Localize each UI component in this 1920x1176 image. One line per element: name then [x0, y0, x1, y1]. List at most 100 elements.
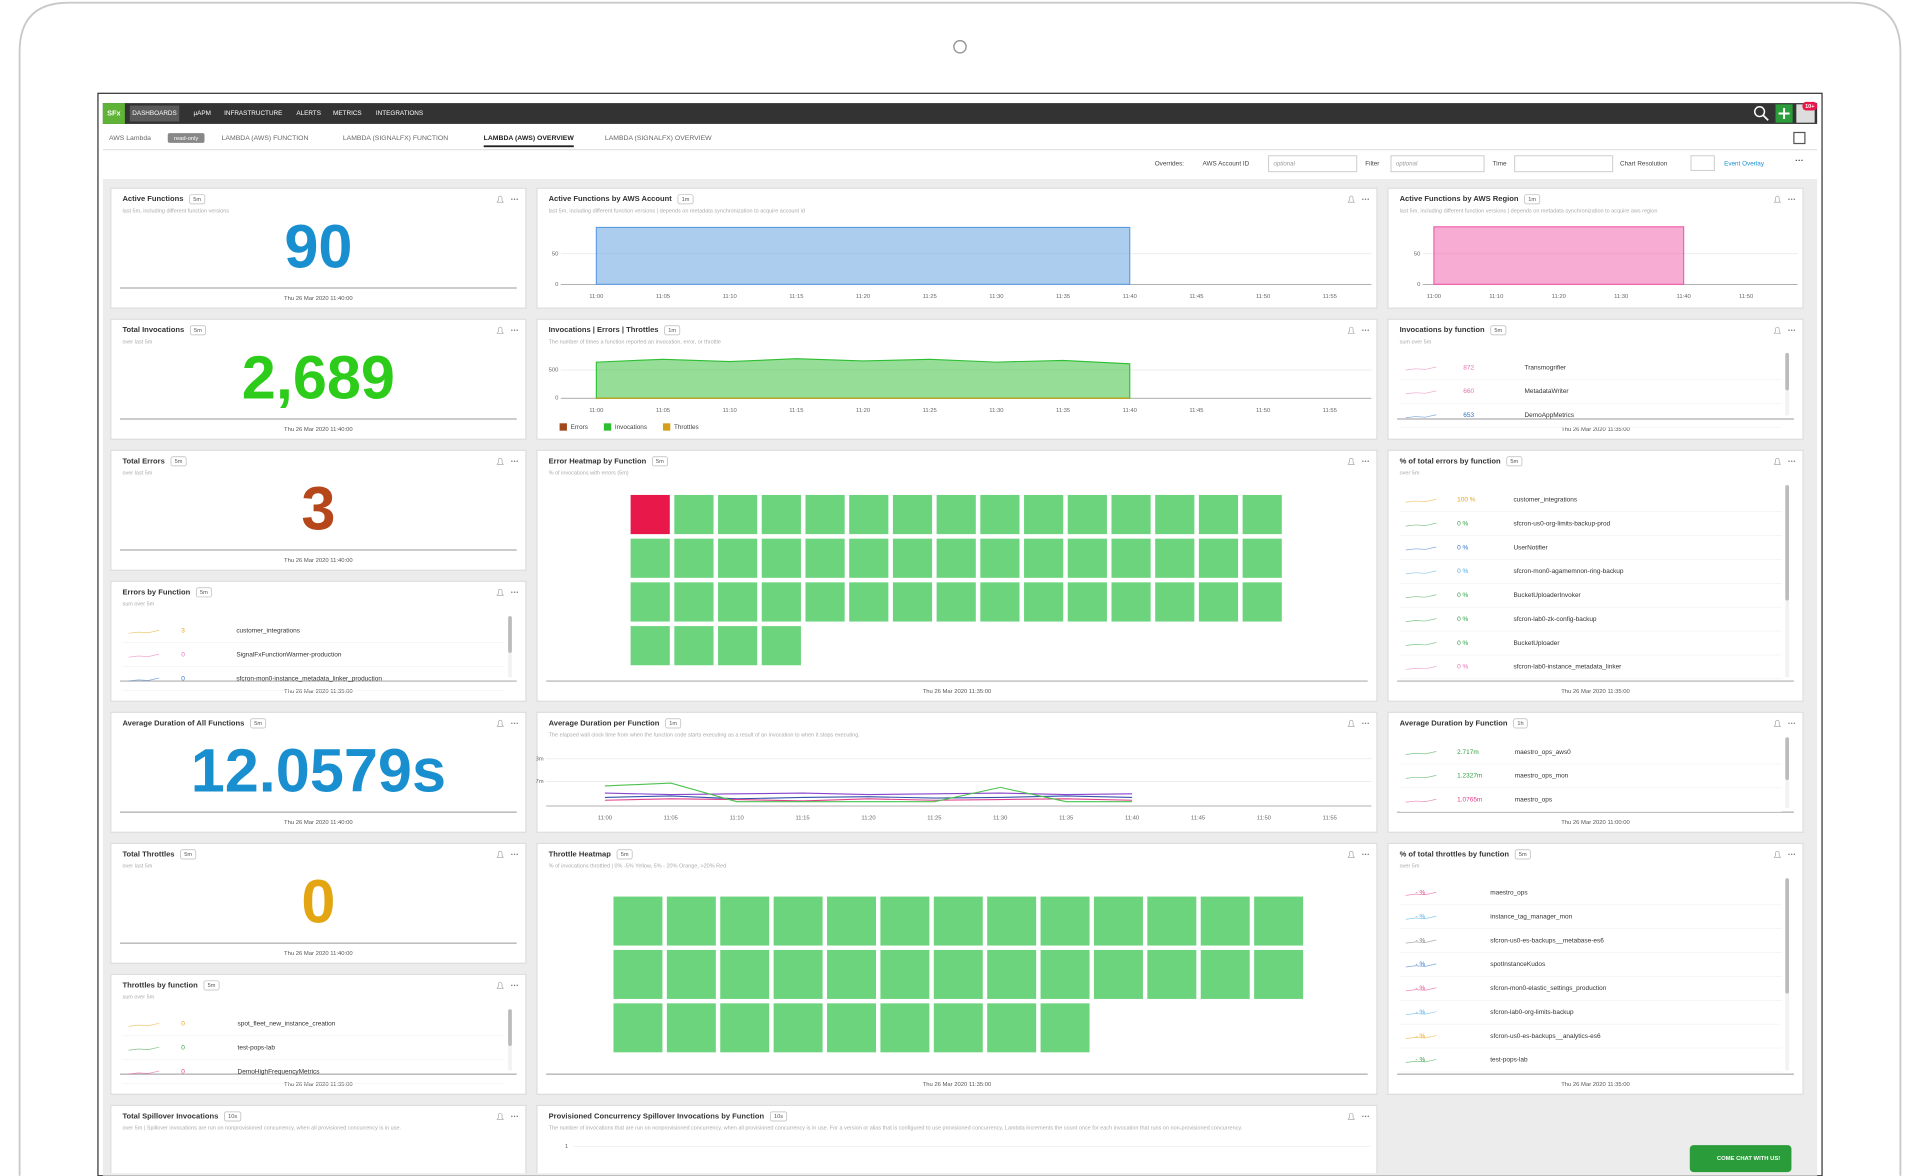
dashboard-tab[interactable]: LAMBDA (AWS) FUNCTION: [222, 135, 309, 142]
alert-icon[interactable]: [1347, 1112, 1355, 1120]
heatmap-cell[interactable]: [987, 1003, 1037, 1053]
search-icon[interactable]: [1753, 106, 1766, 118]
row-name[interactable]: SignalFxFunctionWarmer-production: [236, 651, 342, 658]
heatmap-cell[interactable]: [1111, 582, 1151, 622]
heatmap-cell[interactable]: [1147, 896, 1197, 946]
row-name[interactable]: maestro_ops_aws0: [1515, 749, 1571, 756]
row-name[interactable]: sfcron-us0-org-limits-backup-prod: [1513, 520, 1610, 527]
row-name[interactable]: sfcron-lab0-org-limits-backup: [1490, 1009, 1574, 1016]
heatmap-cell[interactable]: [718, 494, 758, 535]
alert-icon[interactable]: [1773, 326, 1782, 334]
heatmap-cell[interactable]: [720, 1003, 770, 1053]
row-name[interactable]: sfcron-us0-es-backups__metabase-es6: [1490, 937, 1604, 944]
heatmap-cell[interactable]: [980, 494, 1020, 535]
row-name[interactable]: customer_integrations: [236, 628, 300, 635]
heatmap-cell[interactable]: [892, 494, 933, 535]
heatmap-cell[interactable]: [666, 896, 716, 946]
scrollbar-thumb[interactable]: [508, 616, 512, 653]
alert-icon[interactable]: [496, 981, 504, 989]
heatmap-cell[interactable]: [674, 538, 714, 578]
heatmap-cell[interactable]: [674, 582, 714, 622]
alert-icon[interactable]: [1773, 195, 1782, 203]
heatmap-cell[interactable]: [892, 582, 933, 622]
nav-item[interactable]: INTEGRATIONS: [376, 110, 423, 117]
row-name[interactable]: test-pops-lab: [1490, 1057, 1528, 1064]
heatmap-cell[interactable]: [613, 1003, 663, 1053]
scrollbar-thumb[interactable]: [1785, 485, 1789, 601]
alert-icon[interactable]: [496, 850, 504, 858]
heatmap-cell[interactable]: [1200, 896, 1250, 946]
row-name[interactable]: UserNotifier: [1513, 544, 1548, 551]
override-input[interactable]: [1390, 155, 1485, 173]
alert-icon[interactable]: [1773, 457, 1782, 465]
heatmap-cell[interactable]: [827, 949, 876, 999]
row-name[interactable]: maestro_ops_mon: [1515, 773, 1569, 780]
heatmap-cell[interactable]: [987, 949, 1037, 999]
alert-icon[interactable]: [1347, 326, 1355, 334]
alert-icon[interactable]: [496, 457, 504, 465]
heatmap-cell[interactable]: [761, 538, 801, 578]
row-name[interactable]: sfcron-lab0-zk-config-backup: [1513, 616, 1596, 623]
heatmap-cell[interactable]: [805, 494, 845, 535]
heatmap-cell[interactable]: [773, 949, 823, 999]
row-name[interactable]: sfcron-us0-es-backups__analytics-es6: [1490, 1033, 1601, 1040]
heatmap-cell[interactable]: [849, 494, 889, 535]
heatmap-cell[interactable]: [1198, 582, 1239, 622]
nav-item[interactable]: ALERTS: [296, 110, 321, 117]
alert-icon[interactable]: [1347, 457, 1355, 465]
heatmap-cell[interactable]: [1111, 494, 1151, 535]
heatmap-cell[interactable]: [987, 896, 1037, 946]
heatmap-cell[interactable]: [720, 949, 770, 999]
heatmap-cell[interactable]: [718, 538, 758, 578]
heatmap-cell[interactable]: [827, 896, 876, 946]
row-name[interactable]: BucketUploader: [1513, 640, 1560, 647]
nav-item[interactable]: µAPM: [193, 110, 210, 117]
heatmap-cell[interactable]: [1040, 949, 1090, 999]
heatmap-cell[interactable]: [761, 626, 801, 666]
heatmap-cell[interactable]: [1242, 538, 1282, 578]
heatmap-cell[interactable]: [1040, 896, 1090, 946]
heatmap-cell[interactable]: [880, 896, 930, 946]
dashboard-tab[interactable]: LAMBDA (AWS) OVERVIEW: [484, 135, 575, 142]
sidebar-toggle[interactable]: [1793, 131, 1806, 145]
row-name[interactable]: sfcron-mon0-instance_metadata_linker_pro…: [236, 675, 382, 682]
heatmap-cell[interactable]: [892, 538, 933, 578]
row-name[interactable]: sfcron-mon0-agamemnon-ring-backup: [1513, 568, 1623, 575]
heatmap-cell[interactable]: [1024, 538, 1064, 578]
logo[interactable]: [102, 103, 125, 124]
row-name[interactable]: spotInstanceKudos: [1490, 961, 1545, 968]
alert-icon[interactable]: [1773, 850, 1782, 858]
heatmap-cell[interactable]: [1198, 538, 1239, 578]
heatmap-cell[interactable]: [666, 1003, 716, 1053]
heatmap-cell[interactable]: [1111, 538, 1151, 578]
heatmap-cell[interactable]: [936, 538, 976, 578]
heatmap-cell[interactable]: [880, 1003, 930, 1053]
heatmap-cell[interactable]: [933, 896, 983, 946]
row-name[interactable]: customer_integrations: [1513, 497, 1577, 504]
heatmap-cell[interactable]: [1198, 494, 1239, 535]
dashboard-tab[interactable]: LAMBDA (SIGNALFX) FUNCTION: [343, 135, 448, 142]
alert-icon[interactable]: [1347, 850, 1355, 858]
heatmap-cell[interactable]: [1200, 949, 1250, 999]
heatmap-cell[interactable]: [1242, 582, 1282, 622]
heatmap-cell[interactable]: [718, 626, 758, 666]
heatmap-cell[interactable]: [1067, 494, 1107, 535]
nav-item[interactable]: METRICS: [333, 110, 362, 117]
row-name[interactable]: BucketUploaderInvoker: [1513, 592, 1581, 599]
scrollbar-thumb[interactable]: [1785, 878, 1789, 994]
heatmap-cell[interactable]: [936, 582, 976, 622]
heatmap-cell[interactable]: [761, 494, 801, 535]
alert-icon[interactable]: [496, 326, 504, 334]
heatmap-cell[interactable]: [630, 626, 670, 666]
row-name[interactable]: test-pops-lab: [238, 1045, 276, 1052]
heatmap-cell[interactable]: [666, 949, 716, 999]
heatmap-cell[interactable]: [1040, 1003, 1090, 1053]
heatmap-cell[interactable]: [773, 1003, 823, 1053]
row-name[interactable]: maestro_ops: [1515, 797, 1552, 804]
alert-icon[interactable]: [1773, 719, 1782, 727]
heatmap-cell[interactable]: [761, 582, 801, 622]
scrollbar-thumb[interactable]: [1785, 737, 1789, 780]
nav-item[interactable]: INFRASTRUCTURE: [224, 110, 282, 117]
scrollbar-thumb[interactable]: [1785, 352, 1789, 391]
dashboard-tab[interactable]: LAMBDA (SIGNALFX) OVERVIEW: [605, 135, 712, 142]
